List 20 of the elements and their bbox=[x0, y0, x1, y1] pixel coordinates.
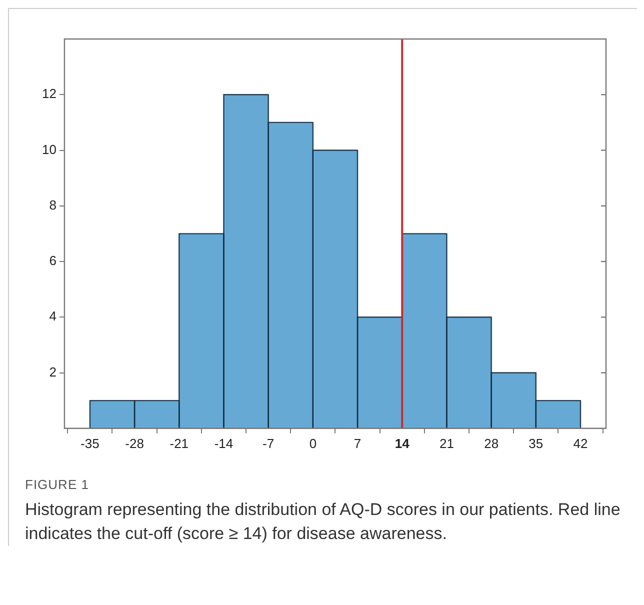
y-tick-label: 2 bbox=[49, 364, 56, 380]
x-tick-label: -7 bbox=[262, 436, 274, 451]
x-tick-label: -21 bbox=[170, 436, 189, 451]
x-tick-label: 35 bbox=[528, 436, 544, 451]
x-tick-label: 21 bbox=[439, 436, 454, 451]
x-tick-label: 28 bbox=[484, 436, 499, 451]
x-tick-label: -28 bbox=[125, 436, 144, 451]
y-tick-label: 4 bbox=[49, 308, 56, 324]
x-tick-label: -35 bbox=[80, 436, 100, 451]
x-tick-label: -14 bbox=[214, 436, 234, 451]
x-tick-label: 14 bbox=[394, 436, 410, 451]
y-tick-label: 8 bbox=[49, 197, 56, 212]
caption: FIGURE 1 bbox=[25, 477, 90, 492]
x-tick-label: 0 bbox=[309, 436, 317, 451]
y-tick-label: 6 bbox=[49, 253, 56, 268]
x-tick-label: 7 bbox=[354, 436, 362, 451]
y-tick-label: 12 bbox=[42, 86, 56, 102]
y-tick-label: 10 bbox=[42, 142, 56, 157]
x-tick-label: 42 bbox=[573, 436, 588, 451]
text: Histogram representing the distribution of AQ-D scores in our patients. Red line indicates the cut-off (score ≥ 14) for disease awareness. bbox=[25, 499, 621, 545]
